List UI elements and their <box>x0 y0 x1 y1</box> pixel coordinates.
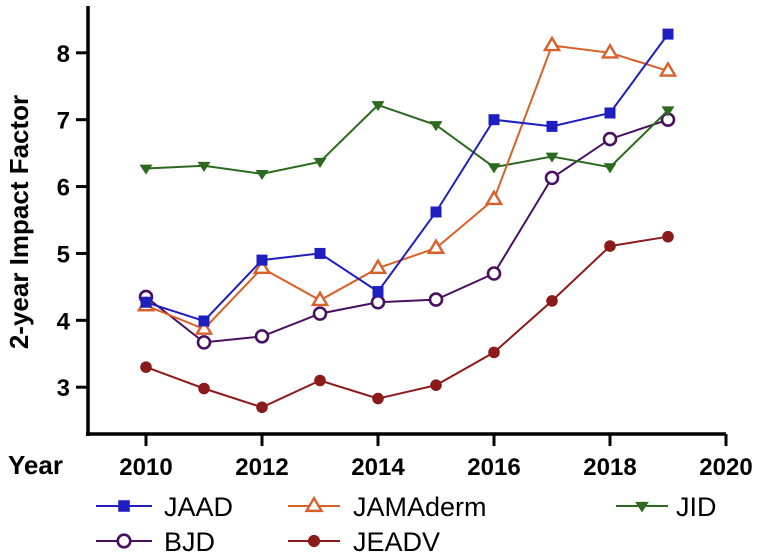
data-point-bjd <box>544 170 560 186</box>
data-point-jid <box>371 101 385 112</box>
legend-item-jeadv: JEADV <box>288 527 440 557</box>
data-point-jeadv <box>198 382 210 395</box>
data-point-jid <box>603 163 617 174</box>
series-line-jid <box>145 103 669 175</box>
legend-marker-jid <box>635 501 649 513</box>
legend-label-jaad: JAAD <box>164 492 233 522</box>
legend-item-jamaderm: JAMAderm <box>288 492 487 522</box>
data-point-jamaderm <box>600 42 620 59</box>
data-point-jaad <box>488 114 500 126</box>
x-tick-label: 2012 <box>235 454 288 481</box>
data-point-jeadv <box>430 379 442 391</box>
data-point-jeadv <box>314 374 326 387</box>
data-point-jeadv <box>488 346 500 359</box>
data-point-jid <box>139 164 153 175</box>
series-line-jeadv <box>145 235 669 409</box>
legend-label-jid: JID <box>676 492 717 522</box>
series-jid <box>139 101 675 181</box>
x-tick-label: 2018 <box>583 454 636 481</box>
data-point-jid <box>429 121 443 132</box>
legend-marker-jamaderm <box>304 495 324 513</box>
data-point-jaad <box>314 247 326 259</box>
series <box>136 28 678 414</box>
data-point-bjd <box>602 131 618 147</box>
data-point-jamaderm <box>426 238 446 254</box>
data-point-jid <box>197 161 211 173</box>
data-point-jeadv <box>546 295 558 307</box>
legend-item-bjd: BJD <box>96 527 215 557</box>
y-tick-label: 3 <box>57 375 70 402</box>
data-point-jaad <box>604 107 616 119</box>
data-point-bjd <box>254 329 270 344</box>
x-tick-label: 2016 <box>467 454 520 481</box>
series-jamaderm <box>136 35 678 335</box>
x-tick-label: 2020 <box>699 454 752 481</box>
series-jaad <box>140 28 674 327</box>
data-point-jeadv <box>140 361 152 373</box>
data-point-bjd <box>486 266 502 281</box>
x-tick-label: 2010 <box>119 454 172 481</box>
data-point-jamaderm <box>194 319 214 335</box>
series-line-bjd <box>145 118 669 344</box>
legend-label-jeadv: JEADV <box>353 527 440 557</box>
y-tick-label: 8 <box>57 41 70 68</box>
data-point-jamaderm <box>310 290 330 307</box>
data-point-jaad <box>546 120 558 132</box>
y-tick-label: 4 <box>57 308 71 335</box>
x-tick-label: 2014 <box>351 454 405 481</box>
axes <box>86 6 726 436</box>
data-point-jeadv <box>372 392 384 405</box>
data-point-jaad <box>430 206 442 218</box>
data-point-jaad <box>662 28 674 40</box>
data-point-jaad <box>372 286 384 298</box>
y-axis-title: 2-year Impact Factor <box>4 95 34 349</box>
legend-marker-bjd <box>116 533 132 549</box>
series-line-jaad <box>145 33 669 323</box>
data-point-bjd <box>370 294 386 310</box>
y-tick-label: 5 <box>57 241 70 268</box>
data-point-jid <box>255 169 269 181</box>
legend-item-jid: JID <box>616 492 717 522</box>
data-point-jaad <box>198 315 210 327</box>
data-point-jeadv <box>662 230 674 243</box>
data-point-bjd <box>428 292 444 307</box>
data-point-jaad <box>140 296 152 308</box>
legend-marker-jeadv <box>307 534 321 548</box>
data-point-jid <box>545 152 559 163</box>
x-axis-title: Year <box>8 450 63 480</box>
y-tick-label: 7 <box>57 108 70 135</box>
series-bjd <box>138 112 676 350</box>
data-point-jid <box>661 106 675 117</box>
series-line-jamaderm <box>145 44 669 331</box>
legend-item-jaad: JAAD <box>96 492 233 522</box>
legend: JAAD JAMAderm JID BJD JEADV <box>96 492 717 557</box>
series-jeadv <box>140 230 674 414</box>
data-point-jeadv <box>604 240 616 252</box>
data-point-jamaderm <box>252 258 272 274</box>
y-tick-label: 6 <box>57 175 70 202</box>
legend-label-jamaderm: JAMAderm <box>353 492 487 522</box>
data-point-jamaderm <box>658 60 678 77</box>
data-point-jamaderm <box>484 189 504 206</box>
data-point-jamaderm <box>368 258 388 274</box>
data-point-jeadv <box>256 401 268 414</box>
data-point-jid <box>313 157 327 168</box>
data-point-bjd <box>312 306 328 321</box>
legend-marker-jaad <box>118 500 130 512</box>
legend-label-bjd: BJD <box>164 527 215 557</box>
data-point-jaad <box>256 254 268 266</box>
data-point-bjd <box>196 335 212 350</box>
data-point-jid <box>487 163 501 174</box>
data-point-jamaderm <box>542 35 562 52</box>
ticks: 3 4 5 6 7 8 2010 2012 2014 2016 2018 2020 <box>57 41 753 481</box>
